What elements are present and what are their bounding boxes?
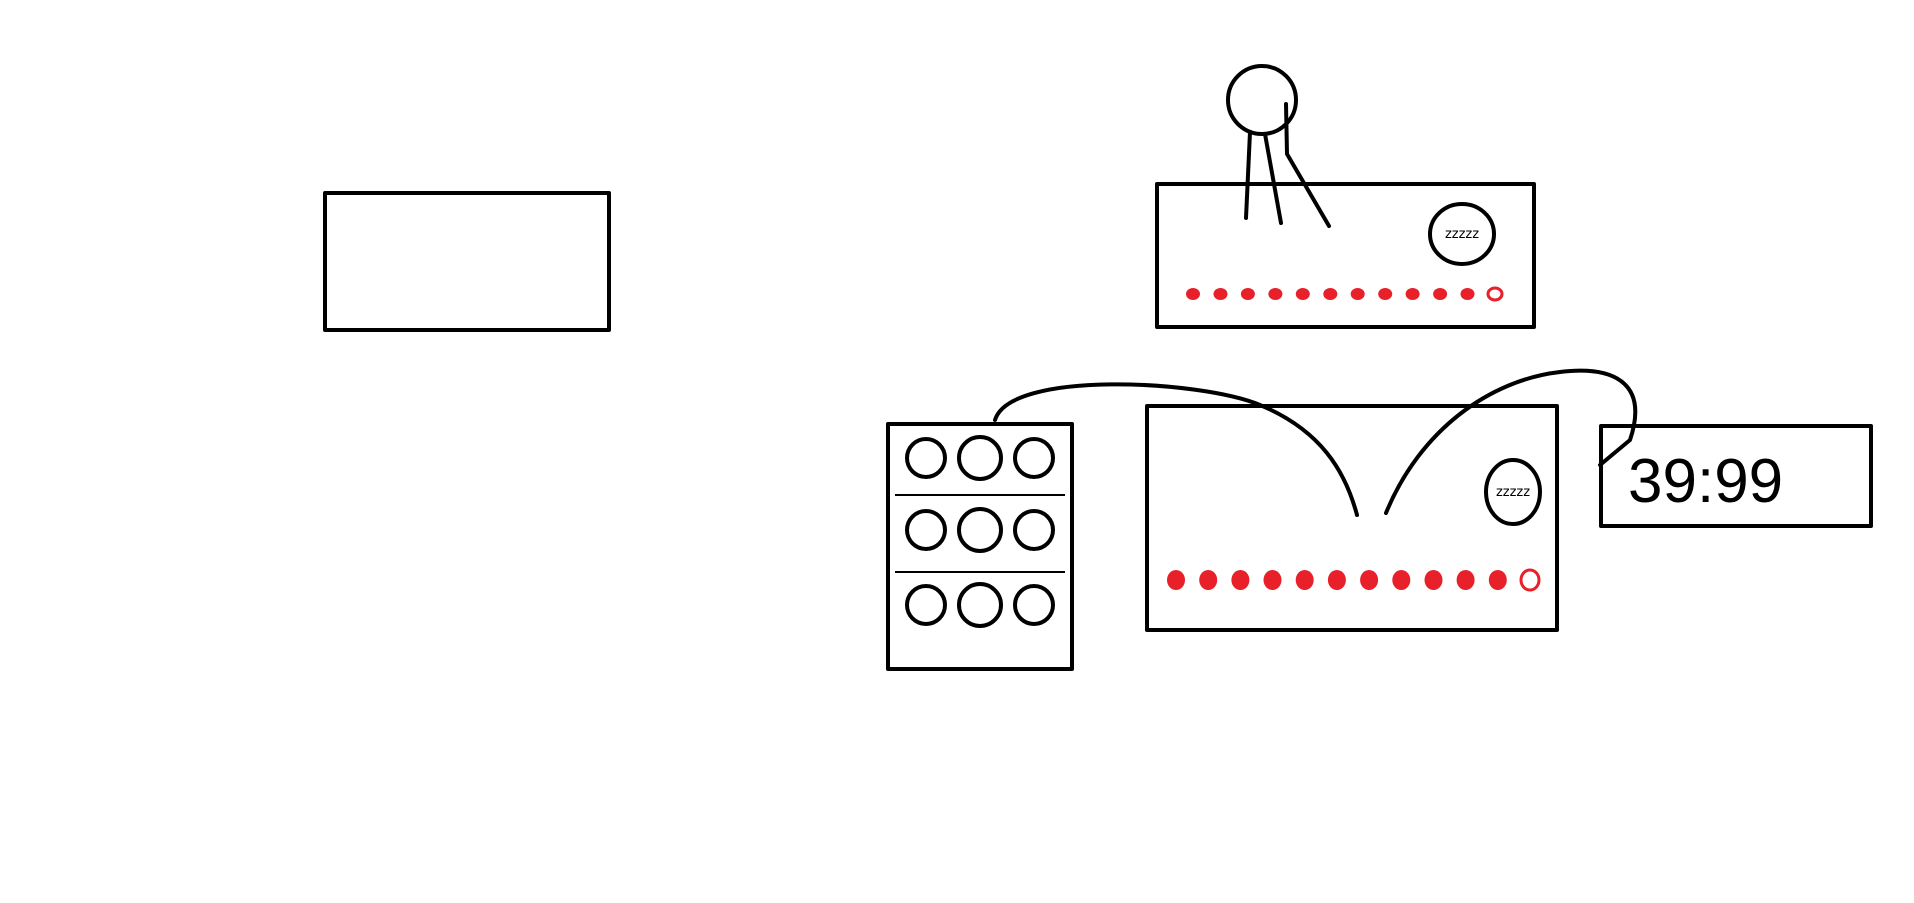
bottom-device-indicator-4 <box>1263 570 1282 590</box>
top-device: zzzzz <box>1155 182 1536 329</box>
top-device-indicator-1 <box>1186 288 1200 300</box>
bottom-device-frame <box>1145 404 1559 632</box>
top-device-indicator-11 <box>1460 288 1475 300</box>
bottom-device-indicator-11 <box>1488 570 1507 590</box>
sensor-wire-3 <box>1284 102 1331 228</box>
bottom-device-indicators <box>1167 568 1541 592</box>
top-device-indicator-7 <box>1350 288 1365 300</box>
keypad-button-r3-c3[interactable] <box>1013 584 1055 626</box>
cable-keypad-to-device <box>993 382 1359 517</box>
bottom-device-indicator-6 <box>1327 570 1346 590</box>
keypad-button-r1-c1[interactable] <box>905 437 947 479</box>
top-device-indicator-12 <box>1486 286 1504 302</box>
top-device-indicator-10 <box>1433 288 1448 300</box>
clock-display: 39:99 <box>1599 424 1873 528</box>
keypad-button-r3-c2[interactable] <box>957 582 1003 628</box>
keypad-button-r2-c3[interactable] <box>1013 509 1055 551</box>
bottom-device-indicator-10 <box>1456 570 1475 590</box>
clock-display-time: 39:99 <box>1628 447 1783 516</box>
sensor-head-ball <box>1226 64 1298 136</box>
bottom-device-indicator-1 <box>1167 570 1185 590</box>
bottom-device-indicator-7 <box>1360 570 1379 590</box>
cable-device-to-clock <box>1384 368 1638 515</box>
top-device-indicator-2 <box>1213 288 1228 300</box>
top-device-frame <box>1155 182 1536 329</box>
top-device-indicator-5 <box>1295 288 1310 300</box>
top-device-indicator-3 <box>1240 288 1255 300</box>
top-device-indicators <box>1186 286 1504 302</box>
keypad <box>886 422 1074 671</box>
bottom-device-indicator-9 <box>1424 570 1443 590</box>
clock-display-frame <box>1599 424 1873 528</box>
bottom-device-indicator-2 <box>1199 570 1218 590</box>
keypad-buttons <box>905 435 1055 628</box>
keypad-button-r2-c2[interactable] <box>957 507 1003 553</box>
keypad-frame <box>886 422 1074 671</box>
keypad-button-r1-c3[interactable] <box>1013 437 1055 479</box>
bottom-device-indicator-8 <box>1392 570 1411 590</box>
top-device-sleep-button[interactable] <box>1428 202 1496 266</box>
keypad-button-r3-c1[interactable] <box>905 584 947 626</box>
sensor-head <box>1226 64 1331 228</box>
top-device-indicator-6 <box>1323 288 1338 300</box>
bottom-device-indicator-3 <box>1231 570 1250 590</box>
top-device-indicator-9 <box>1405 288 1420 300</box>
sensor-wire-2 <box>1263 132 1283 225</box>
sensor-wire-1 <box>1244 130 1252 220</box>
keypad-button-r2-c1[interactable] <box>905 509 947 551</box>
bottom-device-sleep-label: zzzzz <box>1496 485 1530 500</box>
bottom-device-indicator-5 <box>1295 570 1314 590</box>
top-device-indicator-8 <box>1378 288 1393 300</box>
bottom-device: zzzzz <box>1145 404 1559 632</box>
top-device-indicator-4 <box>1268 288 1283 300</box>
bottom-device-sleep-button[interactable] <box>1484 458 1542 526</box>
bottom-device-indicator-12 <box>1519 568 1541 592</box>
keypad-button-r1-c2[interactable] <box>957 435 1003 481</box>
top-device-sleep-label: zzzzz <box>1445 227 1479 242</box>
empty-box <box>323 191 611 332</box>
